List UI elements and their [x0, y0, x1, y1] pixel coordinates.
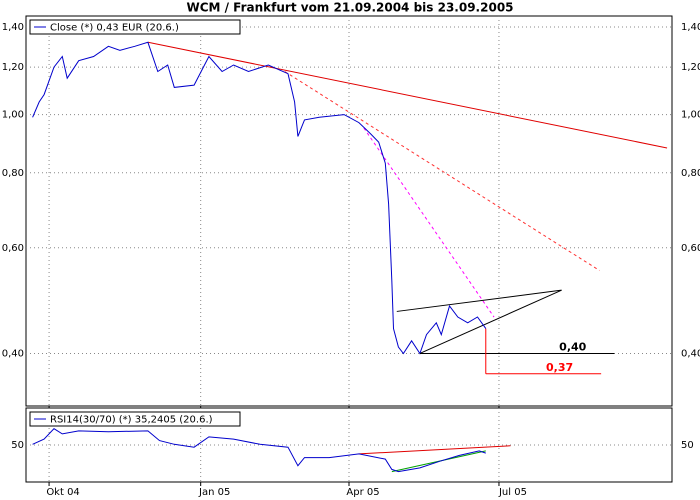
y-tick-label: 1,00 [2, 110, 24, 121]
level-label: 0,37 [546, 361, 573, 374]
level-label: 0,40 [559, 340, 586, 353]
legend-label: RSI14(30/70) (*) 35,2405 (20.6.) [50, 415, 213, 426]
y-tick-label: 0,80 [681, 168, 700, 179]
y-tick-label: 50 [681, 440, 694, 451]
y-tick-label: 0,40 [2, 348, 24, 359]
y-tick-label: 0,60 [681, 243, 700, 254]
price-line [32, 41, 487, 355]
legend-label: Close (*) 0,43 EUR (20.6.) [50, 23, 179, 34]
y-tick-label: 1,40 [681, 22, 700, 33]
trendline [419, 289, 562, 354]
x-tick-label: Jan 05 [198, 487, 230, 498]
y-tick-label: 1,20 [681, 62, 700, 73]
y-tick-label: 0,40 [681, 348, 700, 359]
y-tick-label: 50 [11, 440, 24, 451]
x-tick-label: Apr 05 [346, 487, 379, 498]
y-tick-label: 0,80 [2, 168, 24, 179]
y-tick-label: 1,40 [2, 22, 24, 33]
y-tick-label: 1,20 [2, 62, 24, 73]
trendline [396, 289, 562, 312]
x-tick-label: Okt 04 [46, 487, 80, 498]
trendline [147, 41, 668, 149]
chart-title: WCM / Frankfurt vom 21.09.2004 bis 23.09… [186, 1, 513, 15]
trendline [363, 127, 495, 318]
legend-box [29, 411, 241, 427]
price-line [32, 428, 486, 473]
y-tick-label: 1,00 [681, 110, 700, 121]
y-tick-label: 0,60 [2, 243, 24, 254]
x-tick-label: Jul 05 [498, 487, 527, 498]
trendline [358, 445, 511, 455]
trendline [284, 71, 600, 271]
legend-box [29, 19, 241, 35]
